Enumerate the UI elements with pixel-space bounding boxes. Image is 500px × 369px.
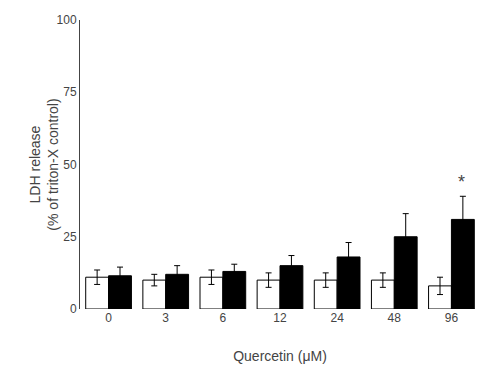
svg-text:100: 100 — [57, 13, 77, 27]
svg-text:48: 48 — [388, 311, 402, 325]
svg-text:24: 24 — [330, 311, 344, 325]
svg-text:3: 3 — [162, 311, 169, 325]
svg-text:50: 50 — [63, 158, 77, 172]
svg-text:25: 25 — [63, 230, 77, 244]
svg-text:75: 75 — [63, 85, 77, 99]
svg-text:12: 12 — [273, 311, 287, 325]
svg-text:Quercetin (μM): Quercetin (μM) — [233, 348, 327, 364]
svg-text:6: 6 — [220, 311, 227, 325]
svg-text:96: 96 — [445, 311, 459, 325]
svg-text:LDH release(% of triton-X cont: LDH release(% of triton-X control) — [27, 98, 61, 230]
svg-text:*: * — [458, 172, 465, 192]
svg-text:0: 0 — [105, 311, 112, 325]
svg-text:0: 0 — [70, 302, 77, 316]
